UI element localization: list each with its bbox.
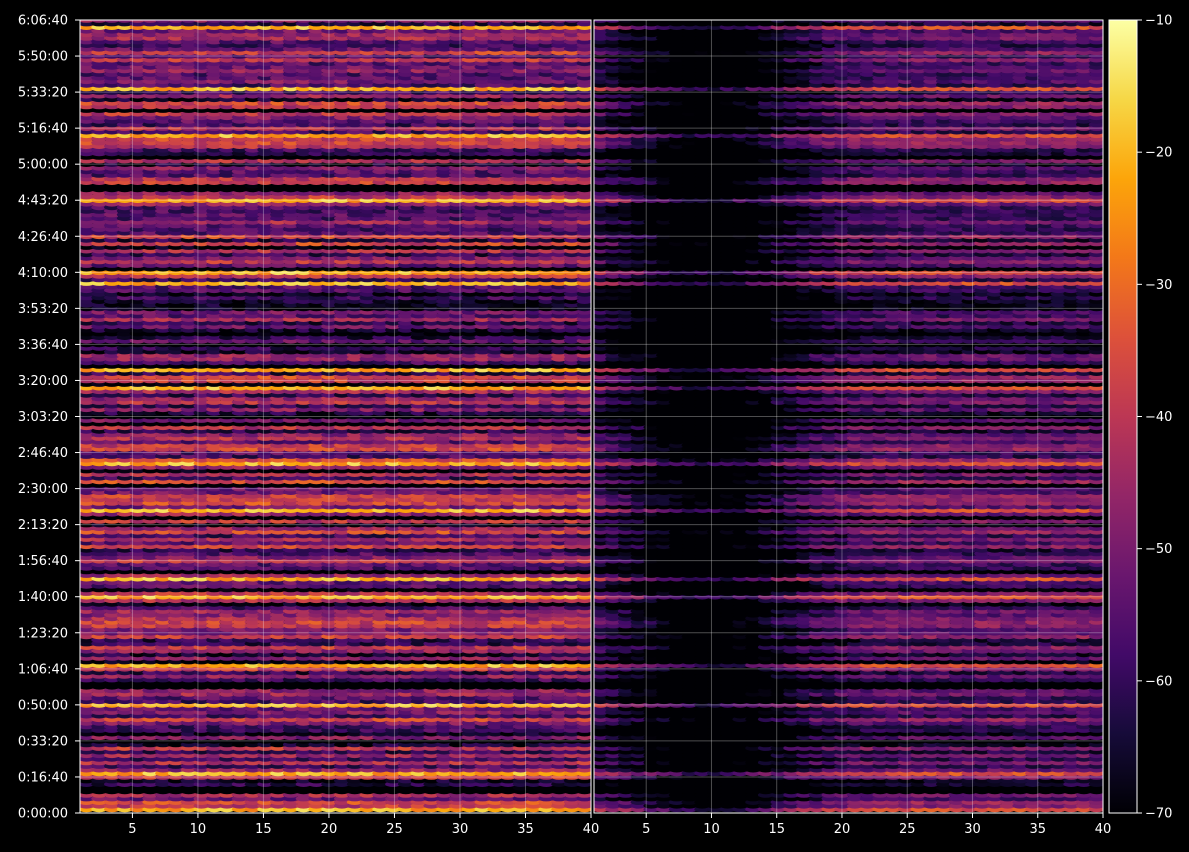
heatmap-cells-left [80,20,591,813]
heatmap-panel-left [79,19,592,814]
